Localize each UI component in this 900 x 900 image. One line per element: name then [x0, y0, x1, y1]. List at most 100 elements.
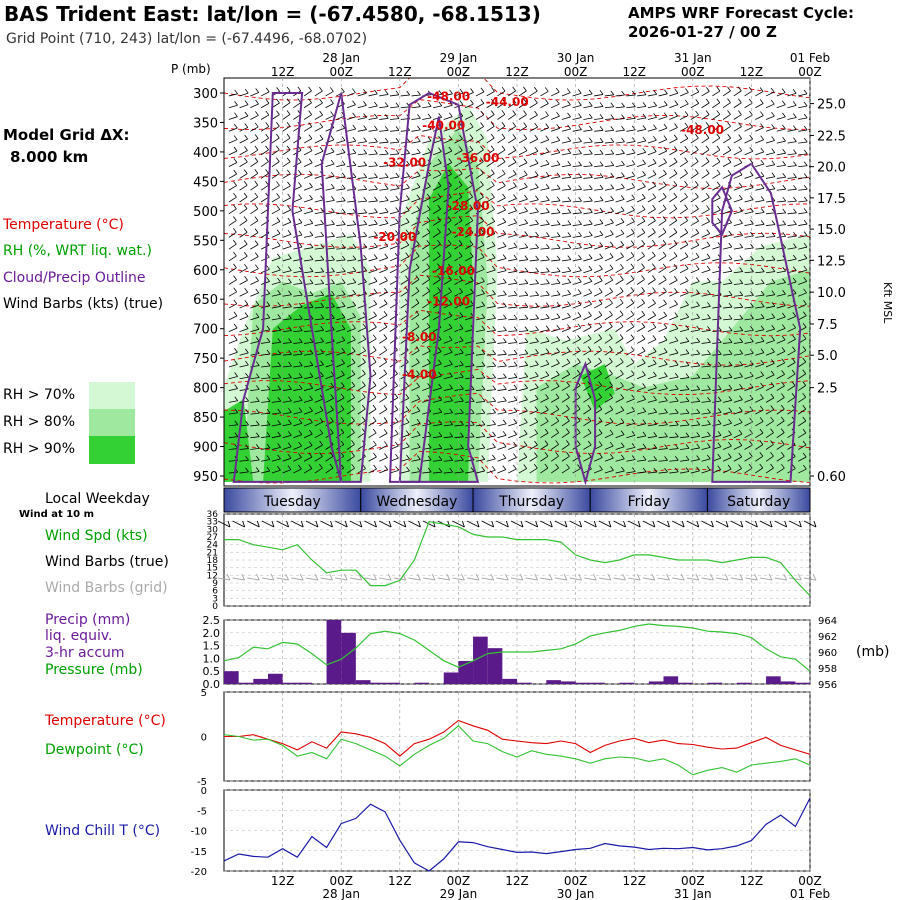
- wind-barb-flag: [458, 204, 463, 209]
- label-temperature: Temperature (°C): [45, 713, 166, 729]
- wind-barb-flag: [363, 208, 368, 214]
- wind-barb: [336, 140, 346, 144]
- wind-barb-flag: [803, 89, 808, 95]
- wind-barb: [475, 293, 485, 297]
- wind-barb-flag: [587, 416, 592, 422]
- wind-barb: [669, 471, 679, 474]
- bottom-hour-label: 12Z: [505, 874, 529, 888]
- wind-barb: [701, 149, 710, 156]
- wind-barb-flag: [652, 311, 657, 316]
- wind-barb-true-flag: [725, 520, 729, 528]
- wind-barb-flag: [599, 137, 604, 143]
- wind-barb-flag: [738, 464, 742, 469]
- wind-barb: [723, 353, 733, 356]
- wind-barb: [636, 197, 646, 203]
- wind-barb: [637, 129, 647, 132]
- wind-barb: [314, 126, 323, 132]
- wind-barb-flag: [534, 171, 539, 176]
- wind-barb-flag: [642, 125, 647, 130]
- wind-barb: [325, 163, 335, 168]
- wind-barb: [658, 436, 668, 439]
- wind-barb-flag: [320, 326, 325, 331]
- wind-barb-flag: [438, 147, 442, 152]
- wind-barb-flag: [341, 124, 346, 129]
- wind-barb: [787, 385, 796, 391]
- wind-barb-flag: [341, 136, 346, 141]
- wind-barb: [368, 188, 378, 191]
- wind-barb: [282, 102, 291, 109]
- wind-barb: [658, 448, 668, 450]
- wind-barb: [336, 328, 346, 333]
- wind-barb-flag: [630, 263, 635, 269]
- wind-barb-flag: [513, 302, 518, 308]
- wind-barb: [486, 185, 495, 191]
- top-date-label: 29 Jan: [440, 51, 478, 65]
- wind-barb: [615, 409, 624, 415]
- wind-barb: [776, 397, 785, 403]
- wind-barb: [744, 235, 754, 238]
- wind-barb: [357, 247, 367, 250]
- wind-barb: [798, 292, 807, 297]
- wind-barb-flag: [277, 289, 281, 295]
- wind-barb-flag: [319, 406, 324, 411]
- wind-barb: [776, 373, 785, 380]
- wind-barb-flag: [245, 372, 249, 378]
- wind-barb: [250, 316, 260, 321]
- wind-barb: [722, 149, 731, 156]
- wind-barb: [690, 268, 700, 274]
- wind-barb: [679, 184, 688, 191]
- wind-barb: [282, 377, 292, 380]
- wind-barb: [261, 470, 270, 474]
- wind-barb-flag: [363, 113, 367, 118]
- wind-barb-flag: [567, 278, 572, 283]
- wind-barb-flag: [641, 240, 646, 245]
- y-tick-label: 30: [207, 525, 219, 535]
- wind-barb: [411, 209, 420, 215]
- wind-barb: [798, 223, 808, 226]
- wind-barb: [228, 150, 238, 156]
- wind-barb-flag: [815, 150, 818, 154]
- wind-barb-flag: [277, 314, 282, 319]
- wind-barb: [271, 447, 281, 450]
- wind-barb: [529, 444, 538, 450]
- wind-barb-flag: [641, 216, 646, 222]
- wind-barb-grid-flag: [285, 573, 290, 581]
- wind-barb-flag: [588, 452, 592, 458]
- height-tick-label: 7.5: [817, 318, 838, 333]
- wind-barb-flag: [770, 463, 774, 469]
- wind-barb: [529, 467, 538, 474]
- wind-barb: [303, 114, 312, 120]
- wind-barb: [347, 212, 357, 215]
- wind-barb-flag: [567, 196, 572, 202]
- wind-barb: [293, 294, 303, 297]
- wind-barb: [529, 163, 539, 168]
- wind-barb-flag: [309, 349, 314, 355]
- wind-barb: [561, 362, 571, 368]
- wind-barb-flag: [621, 172, 625, 177]
- wind-barb-flag: [545, 382, 550, 388]
- label-dewpoint: Dewpoint (°C): [45, 742, 144, 758]
- wind-barb: [282, 149, 291, 156]
- precip-bar: [443, 672, 459, 684]
- wind-barb-flag: [535, 231, 539, 237]
- wind-barb: [604, 302, 613, 309]
- wind-barb-flag: [255, 455, 260, 461]
- wind-barb-true-flag: [359, 520, 363, 528]
- wind-barb: [658, 400, 668, 403]
- top-date-label: 28 Jan: [322, 51, 360, 65]
- wind-barb-flag: [298, 218, 303, 223]
- temperature-dewpoint-chart: -505: [197, 688, 811, 788]
- wind-barb-true: [627, 520, 641, 528]
- wind-barb: [325, 151, 335, 156]
- wind-barb: [518, 445, 528, 450]
- wind-barb: [422, 209, 431, 215]
- wind-barb: [798, 129, 808, 132]
- wind-barb: [261, 365, 271, 368]
- wind-barb-flag: [383, 299, 388, 304]
- wind-barb: [228, 339, 238, 344]
- wind-barb: [787, 327, 796, 333]
- wind-barb-grid-flag: [373, 573, 377, 581]
- wind-barb: [787, 373, 796, 380]
- wind-barb: [572, 258, 582, 262]
- wind-barb-flag: [599, 161, 604, 166]
